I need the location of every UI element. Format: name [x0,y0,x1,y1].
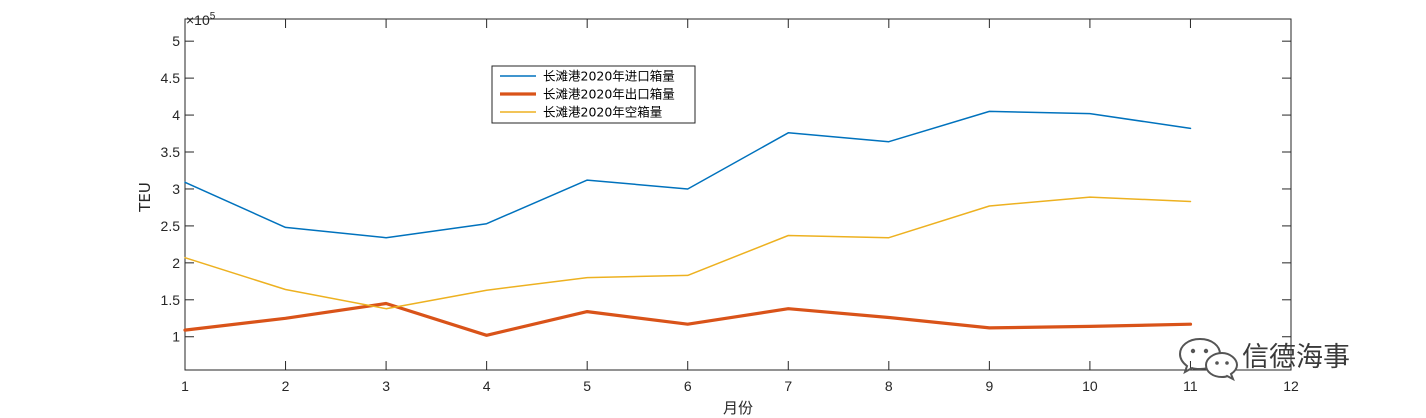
series-line-1 [184,110,1192,239]
legend-entry: 长滩港2020年空箱量 [543,105,662,120]
x-tick-label: 1 [181,378,189,394]
y-tick-label: 1.5 [161,292,181,308]
y-exponent-power: 5 [210,11,216,22]
x-tick-label: 8 [885,378,893,394]
x-tick-label: 3 [382,378,390,394]
y-tick-label: 3 [172,181,180,197]
watermark-text: 信德海事 [1242,342,1350,373]
x-tick-label: 2 [282,378,290,394]
x-tick-label: 10 [1082,378,1098,394]
x-axis-label: 月份 [723,399,753,417]
legend-entry: 长滩港2020年进口箱量 [543,69,675,84]
y-tick-label: 4.5 [161,70,181,86]
plot-frame [184,18,1292,371]
y-axis-exponent: ×105 [186,11,216,28]
x-tick-label: 12 [1283,378,1299,394]
y-tick-label: 3.5 [161,144,181,160]
x-tick-label: 9 [985,378,993,394]
data-series [183,110,1193,337]
watermark: 信德海事 [1178,337,1350,382]
y-tick-label: 4 [172,107,180,123]
x-tick-label: 6 [684,378,692,394]
y-tick-label: 5 [172,33,180,49]
y-exponent-base: ×10 [186,12,210,28]
y-tick-label: 2 [172,255,180,271]
plot-area [184,18,1292,371]
x-tick-label: 4 [483,378,491,394]
legend-entry: 长滩港2020年出口箱量 [543,87,675,102]
series-line-2 [183,301,1193,337]
x-tick-label: 5 [583,378,591,394]
series-line-3 [184,196,1192,310]
y-axis-label: TEU [136,182,154,213]
x-tick-label: 7 [784,378,792,394]
y-tick-label: 2.5 [161,218,181,234]
x-tick-label: 11 [1183,378,1198,394]
wechat-icon [1178,337,1239,382]
y-tick-label: 1 [172,329,180,345]
